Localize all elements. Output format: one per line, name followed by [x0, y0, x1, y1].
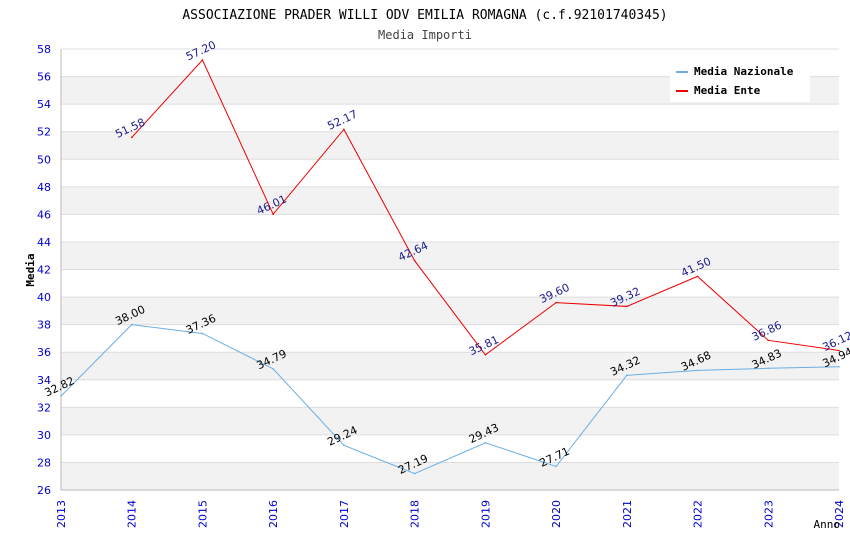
data-point — [130, 323, 133, 326]
x-tick-label: 2020 — [550, 500, 563, 528]
plot-band — [61, 352, 839, 380]
data-point — [555, 465, 557, 468]
series-group — [60, 59, 840, 475]
data-point — [272, 368, 274, 370]
y-tick-label: 32 — [37, 401, 51, 414]
y-tick-label: 44 — [37, 236, 51, 249]
data-point — [838, 365, 840, 368]
plot-band — [61, 269, 839, 298]
data-point — [60, 395, 62, 397]
plot-band — [61, 131, 839, 160]
legend: Media Nazionale Media Ente — [670, 60, 810, 102]
x-tick-label: 2024 — [833, 500, 846, 528]
plot-band — [61, 186, 839, 215]
y-tick-label: 58 — [37, 43, 51, 56]
x-tick-label: 2022 — [692, 500, 705, 528]
x-tick-label: 2015 — [196, 500, 209, 528]
y-tick-label: 50 — [37, 153, 51, 166]
x-axis-label: Anno — [814, 518, 841, 531]
data-point — [413, 259, 416, 262]
y-tick-label: 52 — [37, 126, 51, 139]
data-point — [838, 349, 840, 352]
y-tick-label: 42 — [37, 264, 51, 277]
plot-band — [61, 104, 839, 132]
y-tick-label: 28 — [37, 456, 51, 469]
legend-label-ente: Media Ente — [694, 84, 761, 97]
x-tick-label: 2016 — [267, 500, 280, 528]
series-line-0 — [60, 324, 840, 475]
data-point — [767, 339, 770, 342]
x-tick-label: 2017 — [338, 500, 351, 528]
data-point — [767, 367, 770, 370]
y-tick-label: 34 — [37, 374, 51, 387]
plot-band — [61, 462, 839, 490]
legend-label-nazionale: Media Nazionale — [694, 65, 794, 78]
data-point — [484, 441, 487, 444]
y-tick-label: 36 — [37, 346, 51, 359]
data-point — [555, 301, 557, 304]
chart-subtitle: Media Importi — [378, 28, 472, 42]
y-tick-label: 46 — [37, 208, 51, 221]
plot-band — [61, 214, 839, 242]
x-tick-label: 2013 — [55, 500, 68, 528]
data-point — [201, 332, 204, 335]
x-tick-label: 2019 — [479, 500, 492, 528]
y-tick-label: 56 — [37, 71, 51, 84]
data-point — [626, 305, 628, 308]
x-tick-label: 2014 — [126, 500, 139, 528]
plot-band — [61, 297, 839, 325]
y-tick-label: 26 — [37, 484, 51, 497]
plot-band — [61, 241, 839, 270]
y-axis-ticks: 26 28 30 32 34 36 38 40 42 44 46 48 50 52 54 56 58 — [37, 43, 51, 497]
data-point — [343, 444, 345, 447]
data-point — [696, 275, 699, 278]
data-point — [484, 354, 487, 356]
y-tick-label: 40 — [37, 291, 51, 304]
chart-title: ASSOCIAZIONE PRADER WILLI ODV EMILIA ROM… — [182, 8, 667, 23]
y-tick-label: 54 — [37, 98, 51, 111]
y-tick-label: 38 — [37, 319, 51, 332]
data-point — [272, 213, 274, 216]
plot-band — [61, 379, 839, 408]
data-point — [130, 136, 133, 139]
data-point — [343, 128, 345, 131]
plot-band — [61, 159, 839, 187]
data-point — [413, 472, 416, 475]
plot-band — [61, 407, 839, 435]
data-point — [201, 59, 204, 61]
data-point — [626, 374, 628, 377]
x-axis-ticks: 2013 2014 2015 2016 2017 2018 2019 2020 2021 2022… — [55, 500, 846, 528]
data-point — [696, 369, 699, 372]
plot-band — [61, 324, 839, 353]
y-tick-label: 30 — [37, 429, 51, 442]
y-tick-label: 48 — [37, 181, 51, 194]
plot-background — [60, 48, 839, 491]
x-tick-label: 2021 — [621, 500, 634, 528]
legend-box — [670, 60, 810, 102]
x-tick-label: 2023 — [762, 500, 775, 528]
x-tick-label: 2018 — [409, 500, 422, 528]
y-axis-label: Media — [24, 253, 37, 286]
